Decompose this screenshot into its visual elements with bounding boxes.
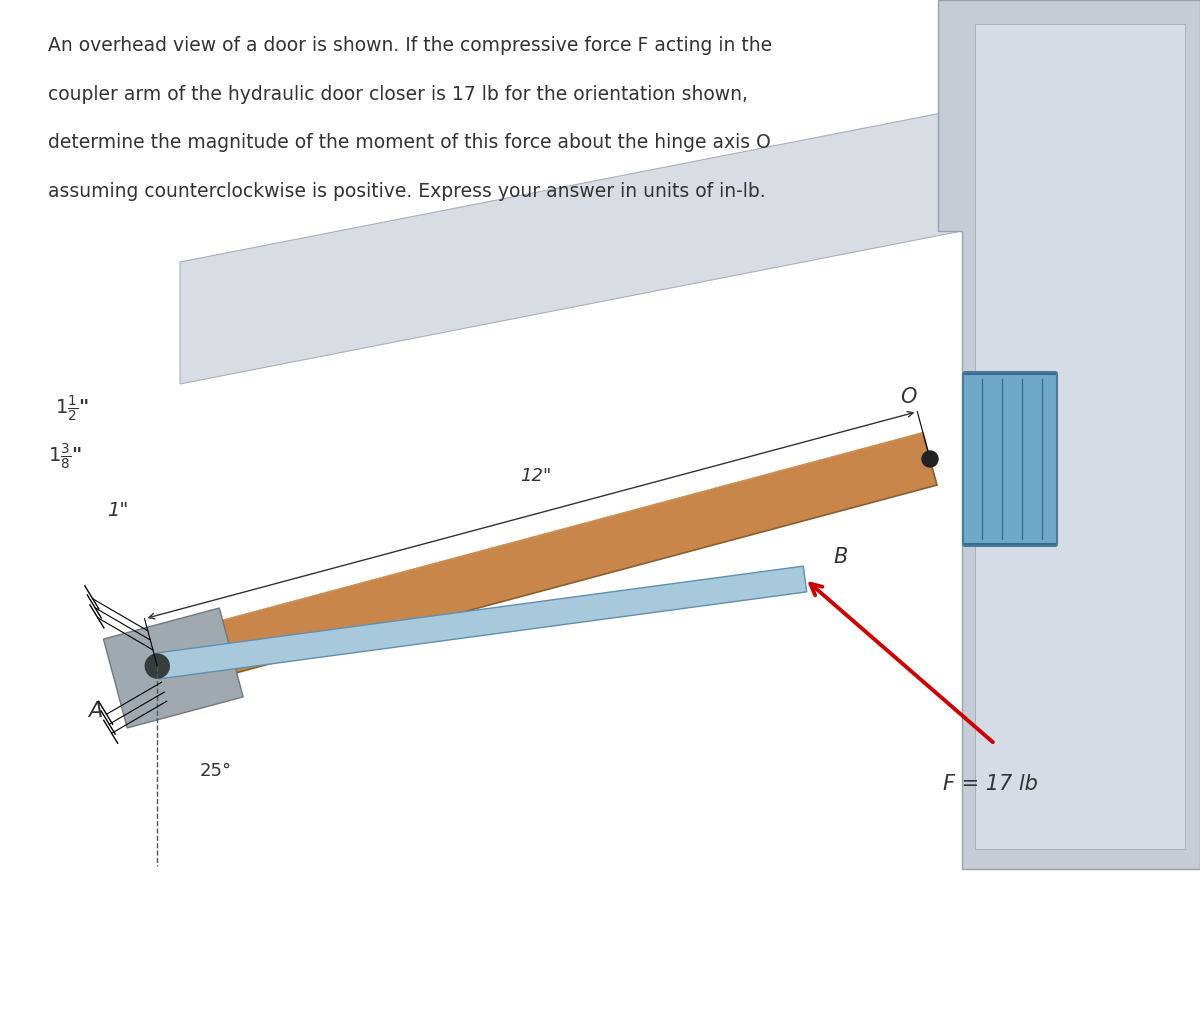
Text: 25°: 25° <box>199 762 232 781</box>
Polygon shape <box>938 0 1200 869</box>
Text: O: O <box>900 387 916 407</box>
FancyBboxPatch shape <box>964 372 1057 546</box>
Circle shape <box>922 451 938 467</box>
Text: coupler arm of the hydraulic door closer is 17 lb for the orientation shown,: coupler arm of the hydraulic door closer… <box>48 85 748 104</box>
Text: assuming counterclockwise is positive. Express your answer in units of in-lb.: assuming counterclockwise is positive. E… <box>48 182 766 202</box>
Circle shape <box>145 654 169 678</box>
Text: $1\frac{1}{2}$": $1\frac{1}{2}$" <box>55 394 89 424</box>
Polygon shape <box>156 567 806 679</box>
Text: 1": 1" <box>107 501 128 521</box>
Text: B: B <box>833 547 847 567</box>
Text: $1\frac{3}{8}$": $1\frac{3}{8}$" <box>48 442 82 472</box>
Polygon shape <box>974 24 1186 849</box>
Text: F = 17 lb: F = 17 lb <box>942 774 1038 794</box>
Text: 12": 12" <box>521 467 552 485</box>
Text: A: A <box>88 701 102 721</box>
Polygon shape <box>180 109 962 384</box>
Polygon shape <box>150 433 937 692</box>
Text: determine the magnitude of the moment of this force about the hinge axis O: determine the magnitude of the moment of… <box>48 133 770 153</box>
Polygon shape <box>103 608 244 728</box>
Text: An overhead view of a door is shown. If the compressive force F acting in the: An overhead view of a door is shown. If … <box>48 36 772 55</box>
